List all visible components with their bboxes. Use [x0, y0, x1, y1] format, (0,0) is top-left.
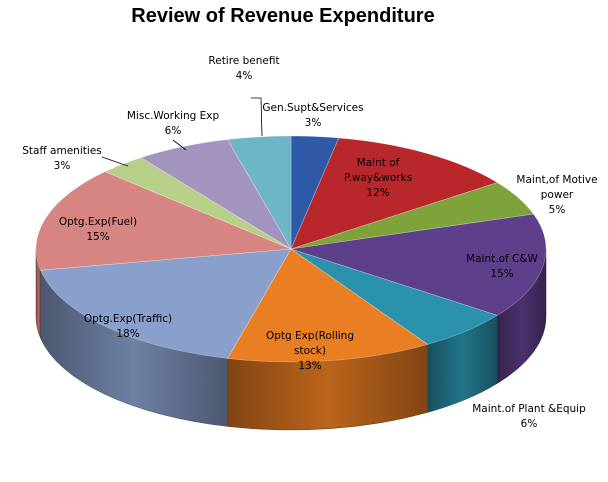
slice-maint-of-plant-equip: [290, 248, 499, 345]
slice-label-maint-of-c-w: Maint.of C&W 15%: [466, 253, 538, 280]
slice-label-text: Optg.Exp(Fuel): [59, 216, 137, 228]
pie-sides: [35, 248, 547, 431]
chart-title: Review of Revenue Expenditure: [131, 5, 434, 27]
slice-optg-exp-fuel: [35, 171, 292, 271]
slice-label-text: Optg.Exp(Traffic): [84, 313, 172, 325]
slice-optg-exp-traffic: [40, 248, 292, 359]
slice-label-text: Gen.Supt&Services: [262, 102, 363, 114]
slice-maint-of-motive-power: [290, 182, 535, 250]
pie-tops: [35, 135, 547, 363]
slice-label-text: stock): [294, 345, 326, 357]
slice-label-maint-of-p-way-works: Maint of P.way&works 12%: [344, 157, 412, 199]
slice-value-label: 18%: [116, 328, 139, 340]
leader-line: [101, 156, 129, 167]
slice-value-label: 3%: [54, 160, 71, 172]
slice-label-optg-exp-rolling-stock: Optg Exp(Rolling stock) 13%: [266, 330, 354, 372]
slice-retire-benefit: [227, 135, 292, 251]
slice-value-label: 6%: [521, 418, 538, 430]
slice-label-text: Maint of: [357, 157, 400, 169]
slice-value-label: 6%: [165, 125, 182, 137]
slice-label-maint-of-motive-power: Maint,of Motive power 5%: [516, 174, 597, 216]
slice-value-label: 15%: [490, 268, 513, 280]
slice-value-label: 15%: [86, 231, 109, 243]
slice-label-text: Misc.Working Exp: [127, 110, 220, 122]
slice-label-optg-exp-fuel: Optg.Exp(Fuel) 15%: [59, 216, 137, 243]
leader-line: [251, 97, 263, 137]
slice-label-text: power: [541, 189, 574, 201]
slice-value-label: 5%: [549, 204, 566, 216]
slice-label-text: Maint.of C&W: [466, 253, 538, 265]
leader-lines: [101, 97, 263, 167]
slice-maint-of-c-w: [290, 213, 547, 316]
leader-line: [172, 139, 187, 151]
slice-value-label: 3%: [305, 117, 322, 129]
slice-gen-supt-services: [290, 135, 340, 250]
slice-optg-exp-rolling-stock: [227, 248, 429, 363]
slice-label-retire-benefit: Retire benefit 4%: [208, 55, 279, 82]
slice-label-staff-amenities: Staff amenities 3%: [22, 145, 101, 172]
slice-label-text: Maint.of Plant &Equip: [472, 403, 586, 415]
slice-maint-of-p-way-works: [290, 137, 499, 250]
slice-value-label: 13%: [298, 360, 321, 372]
slice-value-label: 4%: [236, 70, 253, 82]
slice-label-gen-supt-services: Gen.Supt&Services 3%: [262, 102, 363, 129]
slice-label-optg-exp-traffic: Optg.Exp(Traffic) 18%: [84, 313, 172, 340]
slice-labels: Gen.Supt&Services 3% Maint of P.way&works 12…: [22, 55, 597, 430]
slice-label-text: P.way&works: [344, 172, 412, 184]
slice-label-text: Staff amenities: [22, 145, 101, 157]
slice-label-text: Optg Exp(Rolling: [266, 330, 354, 342]
slice-label-text: Maint,of Motive: [516, 174, 597, 186]
slice-label-text: Retire benefit: [208, 55, 279, 67]
slice-label-maint-of-plant-equip: Maint.of Plant &Equip 6%: [472, 403, 586, 430]
slice-label-misc-working-exp: Misc.Working Exp 6%: [127, 110, 220, 137]
slice-value-label: 12%: [366, 187, 389, 199]
